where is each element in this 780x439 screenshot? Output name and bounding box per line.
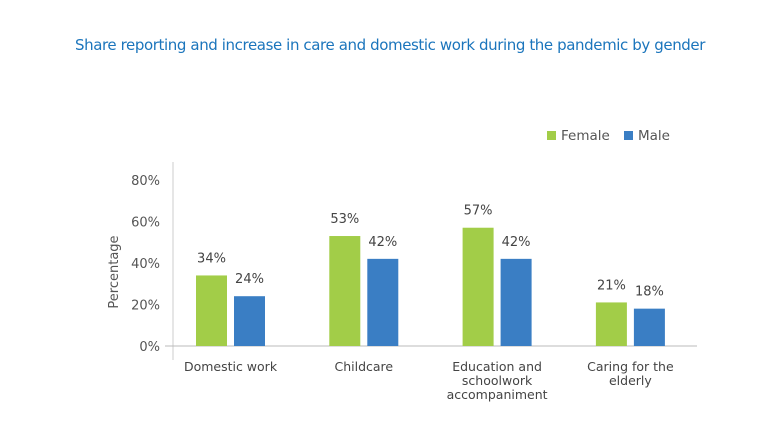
data-label: 18% [635, 285, 664, 300]
bar-female [329, 236, 361, 346]
y-tick-label: 60% [131, 216, 160, 231]
y-tick-label: 0% [139, 340, 160, 355]
chart-title: Share reporting and increase in care and… [74, 36, 706, 54]
legend-swatch-female [547, 131, 556, 140]
bar-female [462, 227, 494, 346]
bar-male [234, 296, 265, 346]
legend-swatch-male [624, 131, 633, 140]
y-axis-title: Percentage [107, 235, 122, 308]
x-tick-label: Education and [452, 359, 542, 374]
bar-female [196, 275, 227, 346]
legend-label: Male [638, 128, 670, 144]
data-label: 34% [197, 251, 226, 266]
x-tick-label: Caring for the [587, 359, 674, 374]
data-label: 21% [597, 278, 626, 293]
data-label: 42% [368, 235, 397, 250]
y-tick-label: 80% [131, 174, 160, 189]
x-tick-label: Childcare [334, 359, 393, 374]
legend-label: Female [561, 128, 610, 144]
y-tick-label: 40% [131, 257, 160, 272]
x-tick-label: schoolwork [462, 373, 533, 388]
data-label: 53% [330, 212, 359, 227]
data-label: 57% [464, 204, 493, 219]
data-label: 42% [502, 235, 531, 250]
bar-male [500, 258, 532, 346]
bar-male [367, 258, 399, 346]
bar-male [633, 308, 665, 346]
x-tick-label: elderly [609, 373, 652, 388]
x-tick-label: accompaniment [447, 387, 548, 402]
bar-female [595, 302, 627, 346]
x-tick-label: Domestic work [184, 359, 278, 374]
data-label: 24% [235, 272, 264, 287]
y-tick-label: 20% [131, 299, 160, 314]
